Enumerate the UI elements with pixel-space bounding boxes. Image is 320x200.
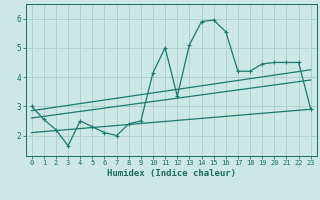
X-axis label: Humidex (Indice chaleur): Humidex (Indice chaleur) (107, 169, 236, 178)
